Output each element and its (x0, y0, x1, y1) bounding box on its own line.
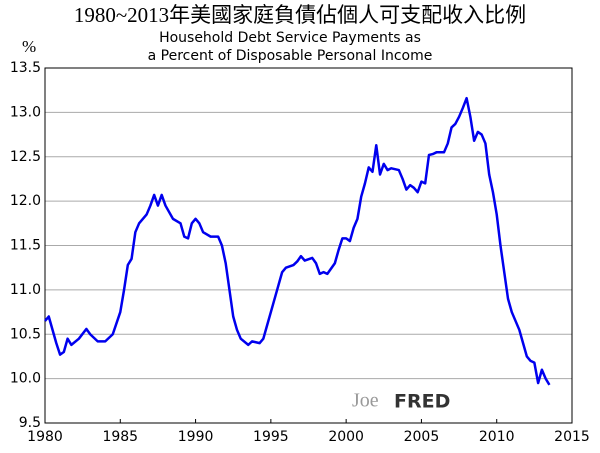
y-tick-label: 10.0 (10, 371, 41, 387)
watermark: FRED (394, 391, 450, 413)
x-tick-label: 2005 (404, 429, 440, 445)
y-tick-label: 12.0 (10, 193, 41, 209)
watermark: Joe (352, 390, 379, 412)
y-tick-label: 12.5 (10, 149, 41, 165)
plot-frame (44, 67, 573, 424)
x-tick-label: 1990 (178, 429, 214, 445)
data-line (44, 96, 551, 386)
chart-subtitle: Household Debt Service Payments as (159, 30, 421, 46)
y-tick-label: 9.5 (19, 415, 41, 431)
y-axis-label: % (22, 37, 36, 56)
y-tick-label: 11.0 (10, 282, 41, 298)
x-tick-label: 2015 (554, 429, 590, 445)
x-tick-label: 2010 (479, 429, 515, 445)
y-tick-label: 11.5 (10, 238, 41, 254)
y-tick-label: 13.5 (10, 60, 41, 76)
chart-title: 1980~2013年美國家庭負債佔個人可支配收入比例 (74, 3, 526, 27)
y-tick-label: 13.0 (10, 104, 41, 120)
chart-subtitle: a Percent of Disposable Personal Income (148, 48, 433, 64)
y-tick-label: 10.5 (10, 326, 41, 342)
x-tick-label: 1985 (102, 429, 138, 445)
x-tick-label: 1995 (253, 429, 289, 445)
x-tick-label: 2000 (328, 429, 364, 445)
x-tick-label: 1980 (27, 429, 63, 445)
